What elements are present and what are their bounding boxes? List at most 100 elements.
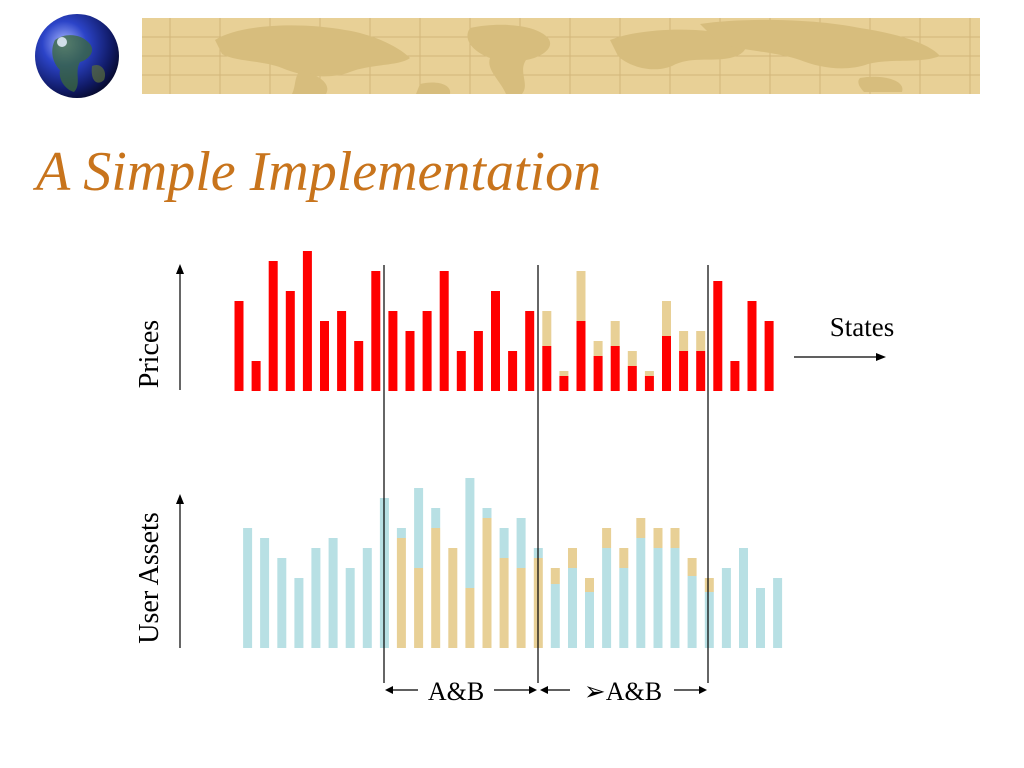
arrow-left-icon	[385, 686, 393, 694]
arrow-up-icon	[176, 264, 184, 274]
states-arrow	[794, 353, 886, 361]
price-shared-bar	[559, 371, 569, 376]
arrow-right-icon	[699, 686, 707, 694]
asset-bar	[277, 558, 287, 648]
asset-shared-bar	[414, 568, 424, 648]
asset-shared-bar	[670, 528, 680, 548]
globe-icon	[32, 11, 122, 101]
price-shared-bar	[576, 271, 586, 321]
price-bar	[285, 291, 295, 391]
price-bar	[662, 336, 671, 391]
states-label: States	[830, 312, 895, 342]
price-bar	[302, 251, 312, 391]
asset-bar	[670, 548, 680, 648]
asset-bar	[414, 488, 424, 568]
price-shared-bar	[679, 331, 689, 351]
asset-bar	[739, 548, 748, 648]
price-bar	[508, 351, 518, 391]
price-bar	[473, 331, 483, 391]
asset-bar	[499, 528, 509, 558]
price-shared-bar	[644, 371, 654, 376]
asset-shared-bar	[499, 558, 509, 648]
price-bar	[439, 271, 449, 391]
asset-shared-bar	[636, 518, 646, 538]
price-bar	[764, 321, 774, 391]
price-bar	[696, 351, 706, 391]
prices-axis	[176, 264, 184, 390]
price-bar	[542, 346, 552, 391]
asset-bar	[687, 576, 697, 648]
asset-bar	[294, 578, 304, 648]
arrow-right-icon	[876, 353, 886, 361]
asset-bar	[482, 508, 492, 518]
region-span-2: ➢A&B	[540, 677, 707, 706]
asset-shared-bar	[602, 528, 612, 548]
asset-shared-bar	[516, 568, 526, 648]
slide-title: A Simple Implementation	[36, 141, 602, 203]
asset-bar	[636, 538, 646, 648]
asset-bar	[465, 478, 475, 588]
asset-shared-bar	[568, 548, 577, 568]
prices-axis-label: Prices	[134, 320, 165, 388]
price-shared-bar	[627, 351, 637, 366]
asset-shared-bar	[704, 578, 714, 592]
region-span-1: A&B	[385, 677, 537, 706]
price-bar	[679, 351, 689, 391]
price-bar	[610, 346, 620, 391]
price-bar	[405, 331, 415, 391]
price-bar	[371, 271, 381, 391]
asset-shared-bar	[396, 538, 406, 648]
asset-bar	[311, 548, 321, 648]
price-bar	[747, 301, 757, 391]
price-bar	[456, 351, 466, 391]
price-bar	[251, 361, 261, 391]
region-label: ➢A&B	[584, 677, 662, 706]
price-bar	[234, 301, 244, 391]
arrow-right-icon	[529, 686, 537, 694]
asset-bar	[585, 592, 594, 648]
asset-shared-bar	[687, 558, 697, 576]
price-bar	[593, 356, 603, 391]
price-bar	[388, 311, 398, 391]
asset-bar	[653, 548, 663, 648]
asset-bar	[568, 568, 577, 648]
asset-bar	[260, 538, 270, 648]
arrow-left-icon	[540, 686, 548, 694]
asset-shared-bar	[482, 518, 492, 648]
price-bar	[644, 376, 654, 391]
asset-shared-bar	[585, 578, 594, 592]
asset-bar	[431, 508, 441, 528]
asset-shared-bar	[431, 528, 441, 648]
asset-shared-bar	[619, 548, 629, 568]
asset-bar	[345, 568, 355, 648]
asset-shared-bar	[448, 548, 458, 648]
price-bar	[576, 321, 586, 391]
price-bar	[337, 311, 347, 391]
price-bars	[234, 251, 774, 391]
banner	[0, 0, 980, 110]
banner-world-map	[215, 19, 940, 95]
asset-bar	[550, 584, 560, 648]
assets-axis	[176, 494, 184, 648]
price-bar	[422, 311, 432, 391]
price-bar	[627, 366, 637, 391]
asset-bar	[362, 548, 372, 648]
asset-bar	[243, 528, 253, 648]
asset-bar	[516, 518, 526, 568]
price-shared-bar	[593, 341, 603, 356]
arrow-up-icon	[176, 494, 184, 504]
price-shared-bar	[610, 321, 620, 346]
asset-bar	[756, 588, 765, 648]
asset-shared-bar	[653, 528, 663, 548]
price-bar	[525, 311, 535, 391]
asset-bar	[328, 538, 338, 648]
asset-shared-bar	[550, 568, 560, 584]
asset-shared-bar	[465, 588, 475, 648]
asset-bar	[704, 592, 714, 648]
price-shared-bar	[542, 311, 552, 346]
region-dividers	[383, 265, 709, 683]
price-bar	[730, 361, 740, 391]
price-bar	[320, 321, 329, 391]
asset-bar	[602, 548, 612, 648]
